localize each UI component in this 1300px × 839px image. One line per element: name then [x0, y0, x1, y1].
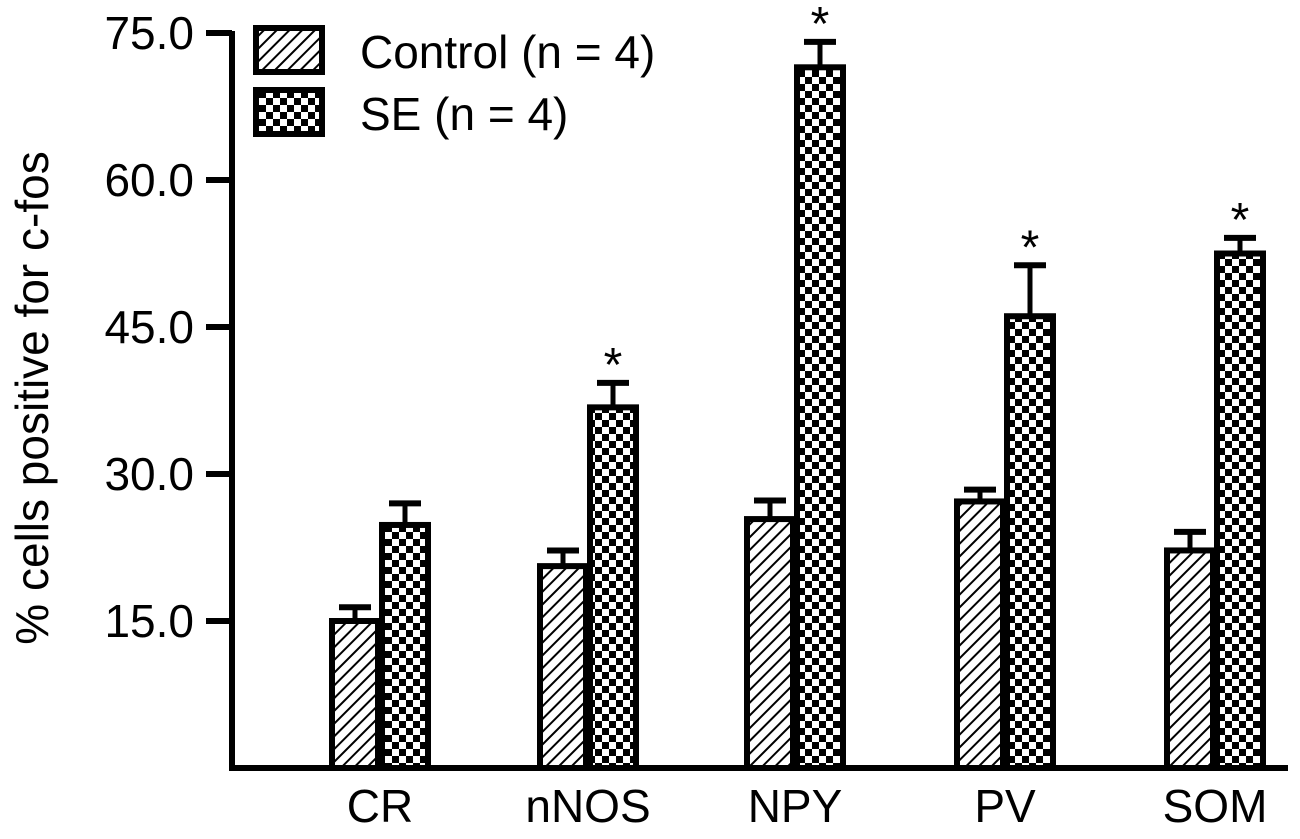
- bar-control-cr: [329, 618, 381, 771]
- significance-star: *: [1231, 194, 1250, 247]
- x-tick-label: NPY: [748, 780, 843, 832]
- y-axis-title: % cells positive for c-fos: [6, 151, 58, 644]
- bar-se-pv: [1004, 313, 1056, 771]
- y-tick-label: 45.0: [104, 301, 194, 353]
- y-axis: 15.0 30.0 45.0 60.0 75.0: [104, 7, 235, 771]
- bar-se-npy: [794, 64, 846, 772]
- x-tick-label: nNOS: [525, 780, 650, 832]
- legend-label-control: Control (n = 4): [360, 26, 655, 78]
- bar-se-cr: [379, 521, 431, 772]
- bar-control-pv: [954, 498, 1006, 771]
- x-tick-label: PV: [974, 780, 1036, 832]
- bar-se-som: [1214, 250, 1266, 771]
- bar-control-som: [1164, 547, 1216, 771]
- legend-swatch-se: [253, 87, 325, 137]
- y-tick-label: 30.0: [104, 448, 194, 500]
- y-tick-label: 60.0: [104, 154, 194, 206]
- y-tick-label: 75.0: [104, 7, 194, 59]
- x-tick-label: CR: [347, 780, 413, 832]
- y-tick-label: 15.0: [104, 595, 194, 647]
- x-tick-label: SOM: [1163, 780, 1268, 832]
- legend: Control (n = 4) SE (n = 4): [253, 25, 655, 140]
- significance-star: *: [604, 339, 623, 392]
- bars-group: * * * *: [329, 0, 1266, 772]
- x-axis: CR nNOS NPY PV SOM: [229, 765, 1288, 832]
- bar-control-nnos: [537, 563, 589, 771]
- significance-star: *: [1021, 221, 1040, 274]
- legend-label-se: SE (n = 4): [360, 88, 568, 140]
- bar-control-npy: [744, 516, 796, 772]
- bar-se-nnos: [587, 404, 639, 771]
- legend-swatch-control: [253, 25, 325, 75]
- significance-star: *: [811, 0, 830, 51]
